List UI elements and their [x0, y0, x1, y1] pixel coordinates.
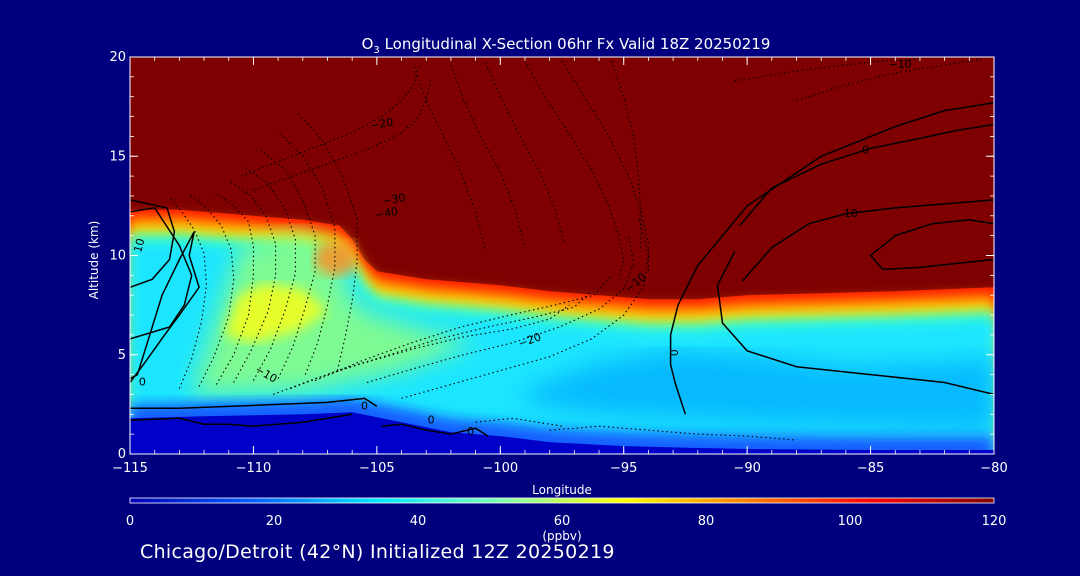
contour-label: 0: [862, 143, 869, 156]
contour-label: −40: [374, 205, 399, 222]
solid-contour-line: [130, 231, 200, 383]
dotted-contour-line: [260, 149, 316, 379]
solid-contour-line: [130, 413, 353, 427]
colorbar: 0 20 40 60 80 100 120 (ppbv): [126, 497, 1007, 543]
contour-label: 0: [428, 413, 435, 426]
solid-contour-line: [130, 207, 193, 340]
solid-contour-line: [669, 101, 994, 415]
dotted-contour-line: [561, 60, 649, 272]
solid-contours: [130, 101, 994, 437]
x-tick-label: −110: [236, 461, 272, 476]
y-tick-label: 0: [118, 447, 126, 462]
y-tick-label: 20: [109, 50, 126, 65]
dotted-contour-line: [290, 290, 592, 390]
dotted-contour-line: [213, 191, 254, 385]
dotted-contour-line: [413, 66, 487, 252]
x-tick-label: −85: [857, 461, 884, 476]
contour-label: 0: [139, 376, 146, 389]
solid-contour-line: [741, 199, 994, 282]
dotted-contour-line: [475, 417, 563, 427]
contour-label: 10: [131, 237, 147, 254]
x-tick-label: −90: [733, 461, 760, 476]
colorbar-ticks: 0 20 40 60 80 100 120: [126, 514, 1007, 529]
dotted-contour-line: [401, 215, 649, 399]
dotted-contour-line: [240, 64, 420, 177]
x-tick-label: −100: [482, 461, 518, 476]
colorbar-label: (ppbv): [542, 529, 581, 543]
contour-label: −30: [381, 191, 406, 208]
solid-contour-line: [869, 219, 994, 271]
colorbar-tick-label: 60: [554, 514, 571, 529]
solid-contour-line: [130, 397, 378, 410]
contour-label: 0: [361, 399, 368, 412]
title-subscript: 3: [373, 45, 379, 56]
colorbar-strip: [129, 497, 995, 504]
chart-title: O3 Longitudinal X-Section 06hr Fx Valid …: [362, 35, 771, 56]
colorbar-tick-label: 40: [410, 514, 427, 529]
colorbar-tick-label: 0: [126, 514, 134, 529]
x-tick-label: −115: [112, 461, 148, 476]
colorbar-tick-label: 100: [838, 514, 863, 529]
y-tick-label: 15: [109, 149, 126, 164]
dotted-contours: [169, 58, 982, 441]
dotted-contour-line: [734, 58, 920, 82]
solid-contour-line: [739, 123, 994, 227]
y-tick-label: 10: [109, 249, 126, 264]
contour-label: −10: [889, 58, 912, 71]
dotted-contour-line: [277, 132, 336, 375]
colorbar-tick-label: 120: [982, 514, 1007, 529]
title-rest: Longitudinal X-Section 06hr Fx Valid 18Z…: [380, 35, 771, 53]
contour-label: 0: [667, 349, 680, 356]
solid-contour-line: [381, 423, 489, 437]
orange-fold: [312, 239, 358, 278]
dotted-contour-line: [484, 62, 566, 244]
dotted-contour-line: [366, 235, 635, 384]
colorbar-tick-label: 80: [698, 514, 715, 529]
dotted-contour-line: [228, 179, 277, 383]
solid-contour-line: [716, 251, 994, 396]
contour-label: 0: [467, 425, 474, 438]
x-tick-label: −80: [980, 461, 1007, 476]
dotted-contour-line: [314, 275, 612, 382]
surface-dark-blue: [130, 412, 994, 454]
footer-caption: Chicago/Detroit (42°N) Initialized 12Z 2…: [140, 541, 615, 563]
green-bulge: [191, 231, 476, 395]
x-tick-label: −95: [610, 461, 637, 476]
y-tick-label: 5: [118, 348, 126, 363]
title-species: O: [362, 35, 374, 53]
dotted-contour-line: [549, 425, 797, 441]
yellow-maximum: [223, 283, 328, 343]
colorbar-tick-label: 20: [266, 514, 283, 529]
y-axis-label: Altitude (km): [87, 221, 101, 300]
contour-label: −20: [369, 116, 394, 133]
blue-midtrop-region: [524, 350, 994, 431]
ozone-field: [130, 209, 994, 454]
x-axis: −115 −110 −105 −100 −95 −90 −85 −80: [112, 57, 1008, 476]
solid-contour-line: [130, 199, 176, 289]
x-tick-label: −105: [359, 461, 395, 476]
x-axis-label: Longitude: [532, 483, 592, 497]
contour-label: 10: [844, 207, 858, 220]
